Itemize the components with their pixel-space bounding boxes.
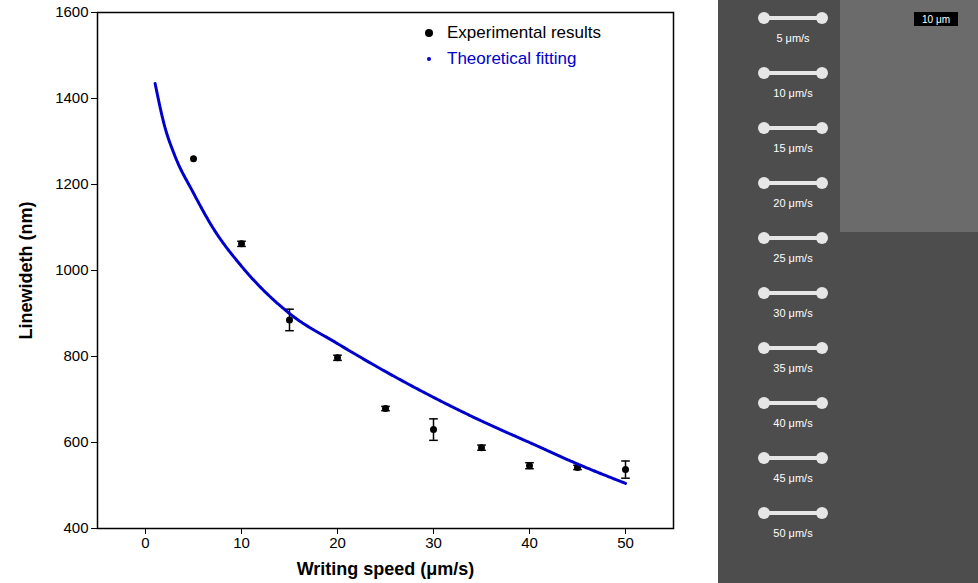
svg-text:Writing speed (μm/s): Writing speed (μm/s)	[297, 559, 475, 579]
svg-text:800: 800	[63, 347, 88, 364]
svg-text:45 μm/s: 45 μm/s	[773, 472, 813, 484]
html-text:Experimental results: Experimental results	[447, 23, 601, 42]
svg-text:10 μm/s: 10 μm/s	[773, 87, 813, 99]
svg-text:5 μm/s: 5 μm/s	[776, 32, 810, 44]
svg-text:1200: 1200	[55, 175, 88, 192]
svg-text:600: 600	[63, 433, 88, 450]
svg-text:30 μm/s: 30 μm/s	[773, 307, 813, 319]
svg-text:50 μm/s: 50 μm/s	[773, 527, 813, 539]
html-text:Theoretical fitting: Theoretical fitting	[447, 49, 577, 68]
svg-text:25 μm/s: 25 μm/s	[773, 252, 813, 264]
svg-text:40 μm/s: 40 μm/s	[773, 417, 813, 429]
svg-text:30: 30	[425, 534, 442, 551]
svg-text:20: 20	[329, 534, 346, 551]
svg-text:0: 0	[141, 534, 149, 551]
svg-text:10 μm: 10 μm	[922, 14, 950, 25]
svg-text:1600: 1600	[55, 3, 88, 20]
svg-text:20 μm/s: 20 μm/s	[773, 197, 813, 209]
svg-text:35 μm/s: 35 μm/s	[773, 362, 813, 374]
svg-text:40: 40	[521, 534, 538, 551]
svg-text:400: 400	[63, 519, 88, 536]
svg-text:1000: 1000	[55, 261, 88, 278]
svg-text:Linewideth (nm): Linewideth (nm)	[16, 202, 36, 340]
svg-text:15 μm/s: 15 μm/s	[773, 142, 813, 154]
svg-text:1400: 1400	[55, 89, 88, 106]
svg-text:50: 50	[617, 534, 634, 551]
svg-text:10: 10	[233, 534, 250, 551]
